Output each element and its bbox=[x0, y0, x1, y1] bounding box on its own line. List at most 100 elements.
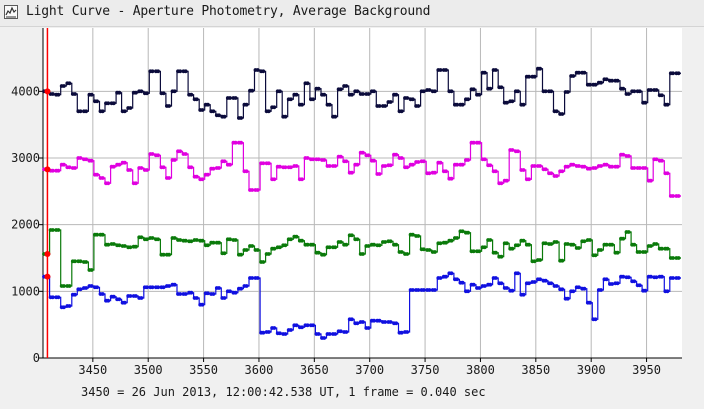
data-point bbox=[206, 172, 210, 177]
data-point bbox=[388, 163, 393, 168]
data-point bbox=[543, 278, 548, 283]
data-point bbox=[239, 252, 244, 257]
data-point bbox=[145, 91, 149, 96]
data-point bbox=[78, 259, 83, 264]
data-point bbox=[532, 280, 537, 284]
data-point bbox=[316, 157, 321, 162]
data-point bbox=[266, 252, 271, 256]
data-point bbox=[84, 286, 88, 290]
data-point bbox=[521, 238, 526, 243]
data-point bbox=[261, 330, 266, 335]
data-point bbox=[388, 100, 393, 104]
data-point bbox=[405, 252, 410, 256]
data-point bbox=[361, 320, 365, 324]
data-point bbox=[654, 242, 659, 246]
data-point bbox=[649, 88, 653, 92]
data-point bbox=[577, 285, 581, 290]
data-point bbox=[56, 228, 61, 232]
data-point bbox=[344, 159, 349, 164]
data-point bbox=[399, 109, 404, 114]
data-point bbox=[89, 268, 94, 272]
data-point bbox=[516, 243, 520, 248]
data-point bbox=[665, 171, 670, 176]
data-point bbox=[161, 252, 166, 257]
data-point bbox=[394, 242, 399, 247]
data-point bbox=[477, 140, 482, 145]
data-point bbox=[316, 86, 321, 91]
data-point bbox=[62, 84, 66, 88]
data-point bbox=[676, 71, 681, 76]
data-point bbox=[499, 181, 504, 186]
data-point bbox=[471, 140, 476, 145]
data-point bbox=[466, 289, 470, 294]
data-point bbox=[671, 276, 675, 280]
data-point bbox=[549, 89, 554, 94]
data-point bbox=[106, 101, 111, 106]
data-point bbox=[460, 280, 465, 285]
data-point bbox=[660, 93, 664, 98]
data-point bbox=[676, 256, 681, 260]
data-point bbox=[333, 245, 338, 250]
data-point bbox=[399, 330, 404, 335]
data-point bbox=[167, 176, 172, 180]
data-point bbox=[632, 166, 637, 170]
series-0 bbox=[42, 66, 681, 120]
data-point bbox=[588, 300, 592, 305]
data-point bbox=[355, 162, 360, 167]
y-tick-label: 3000 bbox=[11, 151, 40, 165]
data-point bbox=[593, 166, 598, 170]
data-point bbox=[532, 164, 537, 168]
data-point bbox=[122, 244, 127, 248]
data-point bbox=[217, 166, 221, 170]
data-point bbox=[172, 89, 177, 94]
y-tick-label: 2000 bbox=[11, 218, 40, 232]
data-point bbox=[427, 248, 432, 252]
data-point bbox=[510, 246, 515, 251]
data-point bbox=[366, 244, 371, 248]
data-point bbox=[250, 88, 255, 93]
data-point bbox=[244, 102, 249, 107]
data-point bbox=[549, 171, 554, 176]
series-2 bbox=[42, 228, 681, 288]
data-point bbox=[300, 102, 304, 107]
data-point bbox=[471, 249, 476, 254]
data-point bbox=[338, 329, 343, 334]
data-point bbox=[189, 290, 194, 295]
data-point bbox=[615, 250, 620, 255]
data-point bbox=[122, 300, 127, 305]
data-point bbox=[67, 165, 72, 170]
data-point bbox=[554, 174, 559, 178]
data-point bbox=[383, 320, 387, 324]
data-point bbox=[383, 104, 387, 108]
data-point bbox=[111, 164, 116, 169]
data-point bbox=[289, 165, 293, 170]
data-point bbox=[482, 245, 487, 250]
data-point bbox=[189, 92, 194, 97]
data-point bbox=[643, 100, 648, 105]
data-point bbox=[255, 188, 260, 192]
data-point bbox=[300, 325, 304, 330]
data-point bbox=[62, 305, 66, 310]
data-point bbox=[178, 69, 183, 74]
data-point bbox=[272, 177, 277, 182]
data-point bbox=[261, 69, 266, 74]
data-point bbox=[665, 289, 670, 294]
data-point bbox=[421, 247, 426, 252]
data-point bbox=[660, 246, 664, 251]
data-point bbox=[194, 296, 199, 300]
data-point bbox=[111, 242, 116, 246]
data-point bbox=[222, 296, 227, 300]
data-point bbox=[388, 320, 393, 324]
data-point bbox=[455, 162, 459, 167]
data-point bbox=[56, 295, 61, 300]
data-point bbox=[217, 286, 221, 290]
data-point bbox=[505, 178, 509, 183]
y-tick-label: 0 bbox=[33, 351, 40, 365]
data-point bbox=[300, 238, 304, 243]
data-point bbox=[289, 237, 293, 242]
data-point bbox=[106, 181, 111, 186]
data-point bbox=[172, 158, 177, 162]
data-point bbox=[338, 154, 343, 159]
x-tick-label: 3700 bbox=[355, 363, 384, 377]
data-point bbox=[599, 164, 603, 168]
